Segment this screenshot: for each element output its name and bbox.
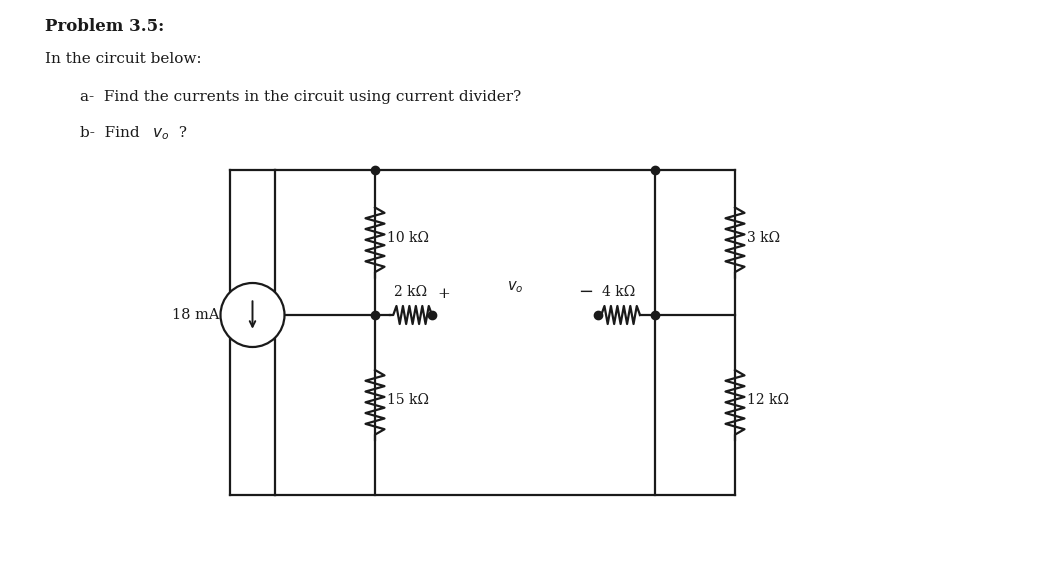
Text: b-  Find: b- Find <box>80 126 144 140</box>
Text: $v_o$: $v_o$ <box>152 126 169 142</box>
Text: $v_o$: $v_o$ <box>507 279 523 295</box>
Text: 2 kΩ: 2 kΩ <box>395 285 428 299</box>
Text: 10 kΩ: 10 kΩ <box>387 230 429 245</box>
Text: 12 kΩ: 12 kΩ <box>747 393 789 407</box>
Text: 4 kΩ: 4 kΩ <box>603 285 636 299</box>
Circle shape <box>221 283 284 347</box>
Text: −: − <box>578 283 593 301</box>
Text: In the circuit below:: In the circuit below: <box>45 52 202 66</box>
Text: a-  Find the currents in the circuit using current divider?: a- Find the currents in the circuit usin… <box>80 90 521 104</box>
Text: 15 kΩ: 15 kΩ <box>387 393 429 407</box>
Text: 3 kΩ: 3 kΩ <box>747 230 780 245</box>
Text: ?: ? <box>174 126 187 140</box>
Text: 18 mA: 18 mA <box>173 308 220 322</box>
Text: Problem 3.5:: Problem 3.5: <box>45 18 164 35</box>
Text: +: + <box>437 287 450 301</box>
